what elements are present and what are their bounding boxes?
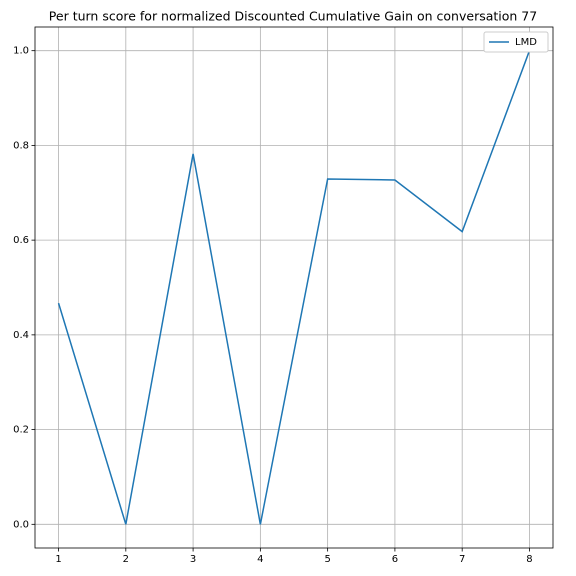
y-tick-label: 0.2	[13, 425, 29, 436]
x-tick-label: 7	[459, 554, 465, 565]
x-tick-label: 4	[257, 554, 263, 565]
chart-title: Per turn score for normalized Discounted…	[49, 9, 537, 24]
legend-label: LMD	[515, 37, 537, 48]
plot-frame	[34, 26, 554, 549]
legend-box	[483, 31, 549, 53]
x-tick-label: 3	[190, 554, 196, 565]
y-tick-label: 0.6	[13, 235, 29, 246]
series-line	[57, 50, 531, 525]
x-tick-label: 8	[526, 554, 532, 565]
x-tick-label: 2	[123, 554, 129, 565]
x-tick-label: 5	[324, 554, 330, 565]
x-tick-label: 1	[55, 554, 61, 565]
y-tick-label: 0.0	[13, 519, 29, 530]
x-tick-label: 6	[392, 554, 398, 565]
y-tick-label: 1.0	[13, 46, 29, 57]
y-tick-label: 0.8	[13, 140, 29, 151]
y-tick-label: 0.4	[13, 330, 29, 341]
